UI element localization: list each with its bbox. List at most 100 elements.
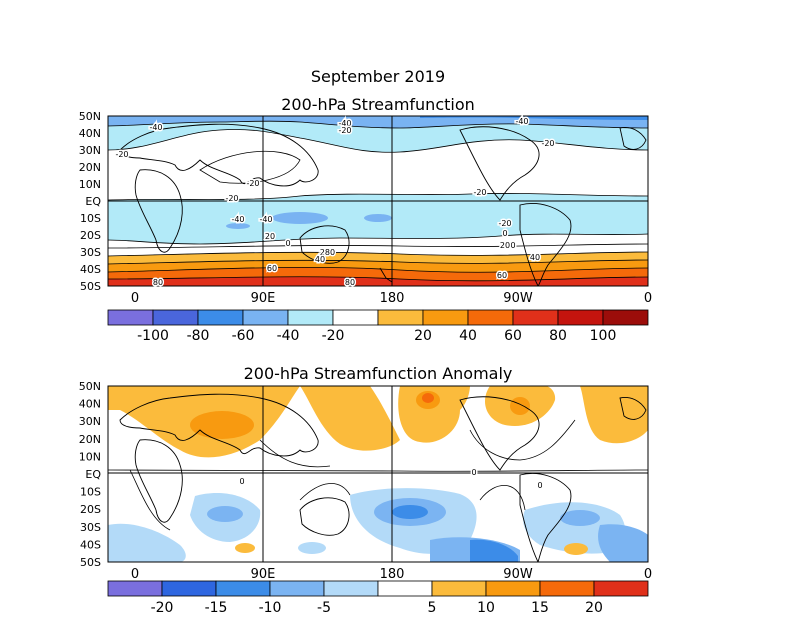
contour-label: -20 (541, 139, 554, 148)
lon-label: 180 (380, 291, 405, 306)
contour-label: 0 (502, 229, 507, 238)
colorbar-swatch (539, 580, 595, 597)
lat-label: 10S (80, 486, 101, 499)
lon-label: 90E (251, 567, 276, 582)
contour-label: 60 (497, 271, 507, 280)
colorbar-label: -20 (322, 328, 345, 344)
colorbar-swatch (197, 309, 244, 326)
contour-label: 0 (285, 239, 290, 248)
lat-label: 20N (79, 161, 101, 174)
colorbar-swatch (215, 580, 271, 597)
contour-label: -20 (225, 194, 238, 203)
lon-label: 0 (131, 567, 139, 582)
colorbar-swatch (242, 309, 289, 326)
colorbar-label: 20 (414, 328, 432, 344)
colorbar-label: 10 (477, 600, 495, 616)
lat-label: 50S (80, 280, 101, 293)
lat-label: 30N (79, 415, 101, 428)
lon-label: 90E (251, 291, 276, 306)
colorbar-swatch (377, 580, 433, 597)
contour-label: -20 (473, 188, 486, 197)
top-map-title: 200-hPa Streamfunction (281, 95, 475, 114)
anomaly-coastlines (119, 393, 647, 562)
colorbar-label: 5 (428, 600, 437, 616)
contour-label: -40 (515, 117, 528, 126)
colorbar-swatch (557, 309, 604, 326)
colorbar-label: 80 (549, 328, 567, 344)
contour-label: 0 (471, 468, 476, 477)
colorbar-label: -10 (259, 600, 282, 616)
colorbar-label: 100 (590, 328, 617, 344)
top-lon-axis: 0 90E 180 90W 0 (131, 291, 652, 306)
bottom-colorbar: -20 -15 -10 -5 5 10 15 20 (107, 580, 649, 616)
contour-label: 60 (267, 264, 277, 273)
contour-label: -20 (246, 179, 259, 188)
colorbar-label: 20 (585, 600, 603, 616)
contour-label: 20 (500, 241, 510, 250)
colorbar-swatch (377, 309, 424, 326)
bottom-contour-labels: 0 0 0 (238, 467, 544, 492)
contour-label: 40 (530, 253, 540, 262)
lat-label: 50N (79, 110, 101, 123)
anomaly-shading (108, 386, 648, 562)
lat-label: 50N (79, 380, 101, 393)
lat-label: 10S (80, 212, 101, 225)
lat-label: 40S (80, 263, 101, 276)
bottom-lat-axis: 50N 40N 30N 20N 10N EQ 10S 20S 30S 40S 50S (79, 380, 102, 569)
colorbar-label: 15 (531, 600, 549, 616)
lon-label: 90W (503, 567, 533, 582)
lat-label: 20N (79, 433, 101, 446)
contour-label: -20 (498, 219, 511, 228)
contour-label: 80 (345, 278, 355, 287)
colorbar-label: 40 (459, 328, 477, 344)
colorbar-label: -80 (187, 328, 210, 344)
contour-label: 0 (537, 481, 542, 490)
lat-label: 30S (80, 521, 101, 534)
colorbar-swatch (485, 580, 541, 597)
lat-label: 40N (79, 398, 101, 411)
colorbar-swatch (269, 580, 325, 597)
colorbar-swatch (593, 580, 649, 597)
lon-label: 90W (503, 291, 533, 306)
colorbar-label: -20 (151, 600, 174, 616)
lat-label: 10N (79, 450, 101, 463)
colorbar-swatch (431, 580, 487, 597)
lon-label: 0 (644, 291, 652, 306)
contour-label: 0 (239, 477, 244, 486)
lat-label: 40S (80, 538, 101, 551)
lat-label: 10N (79, 178, 101, 191)
colorbar-swatch (287, 309, 334, 326)
coastlines (119, 123, 647, 286)
contour-label: 80 (153, 278, 163, 287)
bottom-lon-axis: 0 90E 180 90W 0 (131, 567, 652, 582)
contour-label: -40 (231, 215, 244, 224)
colorbar-swatch (422, 309, 469, 326)
month-title: September 2019 (310, 67, 446, 86)
colorbar-label: -60 (232, 328, 255, 344)
colorbar-swatch (107, 309, 154, 326)
lon-label: 180 (380, 567, 405, 582)
contour-label: -40 (338, 119, 351, 128)
contour-label: -20 (115, 150, 128, 159)
colorbar-swatch (323, 580, 379, 597)
contour-label: 0 (510, 241, 515, 250)
colorbar-swatch (332, 309, 379, 326)
lat-label: EQ (85, 195, 101, 208)
top-lat-axis: 50N 40N 30N 20N 10N EQ 10S 20S 30S 40S 50S (79, 110, 102, 293)
colorbar-swatch (467, 309, 514, 326)
colorbar-swatch (602, 309, 649, 326)
lat-label: 20S (80, 503, 101, 516)
colorbar-label: -40 (277, 328, 300, 344)
contour-label: 20 (265, 232, 275, 241)
contour-label: 20 (320, 248, 330, 257)
colorbar-label: -15 (205, 600, 228, 616)
contour-label: -40 (149, 123, 162, 132)
lat-label: 50S (80, 556, 101, 569)
colorbar-swatch (107, 580, 163, 597)
colorbar-swatch (161, 580, 217, 597)
colorbar-label: -100 (137, 328, 169, 344)
lon-label: 0 (644, 567, 652, 582)
lat-label: 40N (79, 127, 101, 140)
top-colorbar: -100 -80 -60 -40 -20 20 40 60 80 100 (107, 309, 649, 344)
